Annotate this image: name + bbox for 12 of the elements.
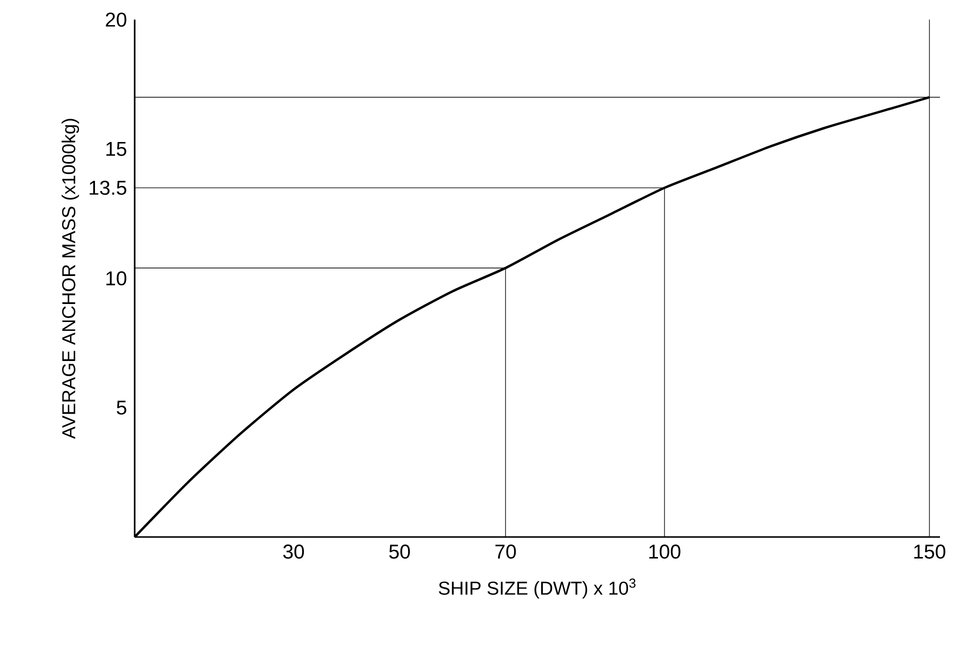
x-tick-label: 100 (649, 544, 680, 559)
y-tick-label: 20 (106, 12, 126, 27)
x-tick-label: 150 (914, 544, 946, 559)
x-tick-label: 70 (495, 544, 516, 559)
x-axis-title: SHIP SIZE (DWT) x 10$^{3}$ (438, 578, 636, 598)
y-tick-label: 5 (116, 400, 126, 415)
x-tick-label: 50 (389, 544, 410, 559)
y-tick-label: 10 (106, 271, 126, 286)
y-axis-title: AVERAGE ANCHOR MASS (x1000kg) (62, 118, 80, 439)
x-tick-label: 30 (283, 544, 304, 559)
y-tick-label: 13.5 (90, 180, 126, 195)
y-tick-label: 15 (106, 142, 126, 156)
